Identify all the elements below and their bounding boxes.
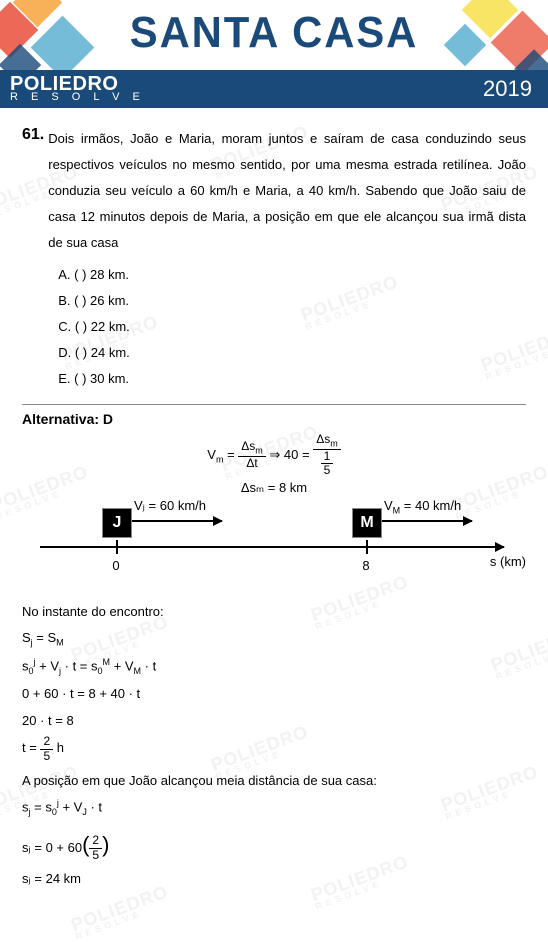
j-arrow xyxy=(132,520,222,522)
delta-label: Δsₘ = 8 km xyxy=(241,480,307,496)
brand: POLIEDRO R E S O L V E xyxy=(10,75,145,103)
axis-label: s (km) xyxy=(490,554,526,569)
work-l2: Sj = SM xyxy=(22,626,526,652)
work-l1: No instante do encontro: xyxy=(22,600,526,625)
eq1-frac2: Δsm 1 5 xyxy=(313,433,341,478)
work-l7: A posição em que João alcançou meia dist… xyxy=(22,769,526,794)
tick-0-label: 0 xyxy=(112,558,119,573)
sub-bar: POLIEDRO R E S O L V E 2019 xyxy=(0,70,548,108)
divider xyxy=(22,404,526,405)
brand-bot: R E S O L V E xyxy=(10,93,145,103)
options-list: A. ( ) 28 km.B. ( ) 26 km.C. ( ) 22 km.D… xyxy=(58,262,526,392)
year: 2019 xyxy=(483,76,532,102)
question-number: 61. xyxy=(22,126,44,392)
content: 61. Dois irmãos, João e Maria, moram jun… xyxy=(0,108,548,904)
work-l5: 20 · t = 8 xyxy=(22,709,526,734)
question-wrap: 61. Dois irmãos, João e Maria, moram jun… xyxy=(22,126,526,392)
m-velocity: VM = 40 km/h xyxy=(384,498,461,516)
tick-8-label: 8 xyxy=(362,558,369,573)
question-text: Dois irmãos, João e Maria, moram juntos … xyxy=(48,126,526,256)
motion-diagram: Δsₘ = 8 km J Vⱼ = 60 km/h M VM = 40 km/h… xyxy=(22,484,526,592)
axis-line xyxy=(40,546,504,548)
eq1-frac1: Δsm Δt xyxy=(238,440,266,470)
option-c: C. ( ) 22 km. xyxy=(58,314,526,340)
work-l10: sⱼ = 24 km xyxy=(22,867,526,892)
equation-1: Vm = Δsm Δt ⇒ 40 = Δsm 1 5 xyxy=(22,433,526,478)
eq1-var: Vm = xyxy=(207,447,238,462)
j-velocity: Vⱼ = 60 km/h xyxy=(134,498,206,514)
tick-0 xyxy=(116,540,118,554)
option-e: E. ( ) 30 km. xyxy=(58,366,526,392)
page-header: SANTA CASA POLIEDRO R E S O L V E 2019 xyxy=(0,0,548,108)
option-a: A. ( ) 28 km. xyxy=(58,262,526,288)
answer-label: Alternativa: D xyxy=(22,411,526,427)
work-l6: t = 25 h xyxy=(22,735,526,762)
m-box: M xyxy=(352,508,382,538)
work-l3: s0j + Vj · t = s0M + VM · t xyxy=(22,654,526,680)
title-area: SANTA CASA xyxy=(0,8,548,58)
site-title: SANTA CASA xyxy=(14,8,535,58)
option-b: B. ( ) 26 km. xyxy=(58,288,526,314)
tick-8 xyxy=(366,540,368,554)
j-box: J xyxy=(102,508,132,538)
work-l4: 0 + 60 · t = 8 + 40 · t xyxy=(22,682,526,707)
option-d: D. ( ) 24 km. xyxy=(58,340,526,366)
m-arrow xyxy=(382,520,472,522)
work-l8: sj = s0j + VJ · t xyxy=(22,795,526,821)
work-l9: sⱼ = 0 + 60(25) xyxy=(22,824,526,866)
solution-work: No instante do encontro: Sj = SM s0j + V… xyxy=(22,600,526,892)
eq1-mid: ⇒ 40 = xyxy=(269,447,313,462)
